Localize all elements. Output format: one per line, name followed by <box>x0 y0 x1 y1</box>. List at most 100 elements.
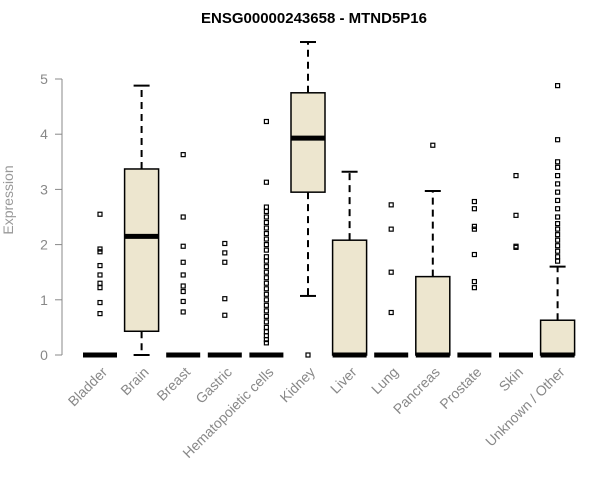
x-tick-label: Brain <box>117 364 151 398</box>
box-group <box>123 84 160 356</box>
x-tick-label: Skin <box>496 364 527 395</box>
outlier-point <box>513 212 519 218</box>
outlier-point <box>388 202 394 208</box>
box-group <box>83 211 117 358</box>
outlier-point <box>263 258 269 264</box>
outlier-point <box>263 291 269 297</box>
outlier-point <box>180 152 186 158</box>
outlier-point <box>554 159 561 165</box>
boxes-group <box>83 41 576 358</box>
outlier-point <box>554 83 561 89</box>
outlier-point <box>554 214 561 220</box>
outlier-point <box>97 299 103 306</box>
outlier-point <box>263 204 269 210</box>
outlier-point <box>97 311 103 317</box>
outlier-point <box>263 208 269 215</box>
box-iqr <box>539 319 576 356</box>
outlier-point <box>222 240 228 247</box>
box-group <box>415 142 451 358</box>
outlier-point <box>263 230 269 237</box>
box-group <box>207 240 242 358</box>
outlier-point <box>97 246 103 252</box>
x-tick-label: Breast <box>153 364 193 404</box>
outlier-point <box>263 214 269 220</box>
outlier-point <box>263 264 269 270</box>
outlier-point <box>471 206 477 212</box>
outlier-point <box>554 258 561 264</box>
box-group <box>374 202 409 358</box>
outlier-point <box>222 250 228 256</box>
chart-title: ENSG00000243658 - MTND5P16 <box>201 10 427 27</box>
outlier-point <box>180 272 186 278</box>
outlier-point <box>263 324 269 330</box>
x-tick-label: Prostate <box>436 364 484 412</box>
box-group <box>499 173 533 358</box>
outlier-point <box>263 269 269 275</box>
outlier-point <box>554 254 561 260</box>
box-group <box>539 83 576 358</box>
outlier-point <box>554 137 561 143</box>
box-group <box>331 170 368 358</box>
outlier-point <box>554 164 561 170</box>
x-tick-label: Kidney <box>277 364 319 406</box>
outlier-point <box>263 302 269 308</box>
x-tick-label: Unknown / Other <box>482 364 568 450</box>
outlier-point <box>554 237 561 243</box>
outlier-point <box>554 206 561 212</box>
outlier-point <box>554 243 561 249</box>
outlier-point <box>263 236 269 242</box>
outlier-point <box>180 259 186 265</box>
box-group <box>166 152 201 358</box>
outlier-point <box>180 309 186 315</box>
outlier-point <box>97 262 103 269</box>
outlier-point <box>388 226 394 232</box>
y-axis: 0 1 2 3 4 5 <box>40 71 63 363</box>
outlier-point <box>471 285 477 291</box>
outlier-point <box>263 336 269 343</box>
outlier-point <box>180 214 186 220</box>
outlier-point <box>263 280 269 286</box>
outlier-point <box>97 272 103 278</box>
outlier-point <box>471 226 477 232</box>
x-tick-label: Bladder <box>65 364 111 410</box>
box-iqr <box>123 168 160 333</box>
outlier-point <box>263 286 269 292</box>
box-iqr <box>290 92 326 193</box>
outlier-point <box>471 251 477 258</box>
outlier-point <box>471 223 477 229</box>
outlier-point <box>554 181 561 187</box>
box-group <box>457 198 492 358</box>
box-iqr <box>331 239 368 356</box>
y-tick-label: 5 <box>40 71 48 87</box>
outlier-point <box>554 226 561 232</box>
box-iqr <box>415 275 451 356</box>
outlier-point <box>388 309 394 316</box>
outlier-point <box>471 278 477 285</box>
outlier-point <box>263 247 269 253</box>
x-tick-label: Liver <box>327 364 360 397</box>
outlier-point <box>554 197 561 204</box>
outlier-point <box>263 308 269 314</box>
outlier-point <box>263 297 269 303</box>
outlier-point <box>263 225 269 231</box>
outlier-point <box>554 173 561 179</box>
outlier-point <box>263 275 269 281</box>
outlier-point <box>263 340 269 346</box>
y-tick-label: 2 <box>40 237 48 253</box>
y-tick-label: 4 <box>40 126 48 142</box>
outlier-point <box>554 248 561 254</box>
outlier-point <box>97 249 103 255</box>
outlier-point <box>222 296 228 302</box>
outlier-point <box>554 232 561 238</box>
outlier-point <box>263 242 269 248</box>
y-axis-label: Expression <box>0 165 16 234</box>
outlier-point <box>430 142 436 148</box>
outlier-point <box>263 179 269 185</box>
y-tick-label: 3 <box>40 181 48 197</box>
outlier-point <box>513 244 519 250</box>
outlier-point <box>222 312 228 318</box>
outlier-point <box>180 288 186 295</box>
outlier-point <box>305 352 311 358</box>
outlier-point <box>263 254 269 260</box>
